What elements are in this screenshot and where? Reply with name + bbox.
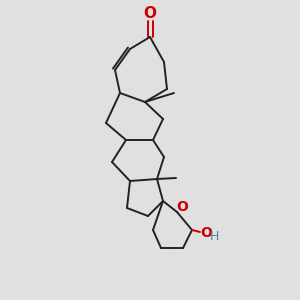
Text: O: O bbox=[176, 200, 188, 214]
Text: O: O bbox=[143, 7, 157, 22]
Text: O: O bbox=[200, 226, 212, 240]
Text: H: H bbox=[209, 230, 219, 244]
